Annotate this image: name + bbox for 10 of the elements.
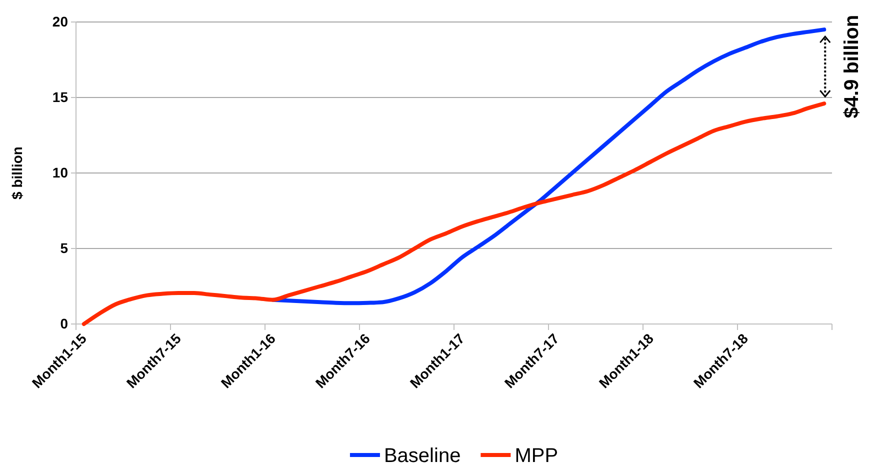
y-tick-label: 5 — [60, 240, 68, 256]
line-series — [82, 102, 826, 326]
y-tick-label: 20 — [52, 13, 68, 30]
legend-label: MPP — [514, 445, 558, 467]
legend-label: Baseline — [384, 445, 461, 467]
text: $4.9 billion — [841, 14, 863, 118]
y-tick-label: 10 — [52, 164, 68, 180]
y-tick-label: 15 — [52, 88, 68, 105]
y-tick-label: 0 — [60, 315, 68, 332]
y-axis-title: $ billion — [9, 146, 25, 200]
